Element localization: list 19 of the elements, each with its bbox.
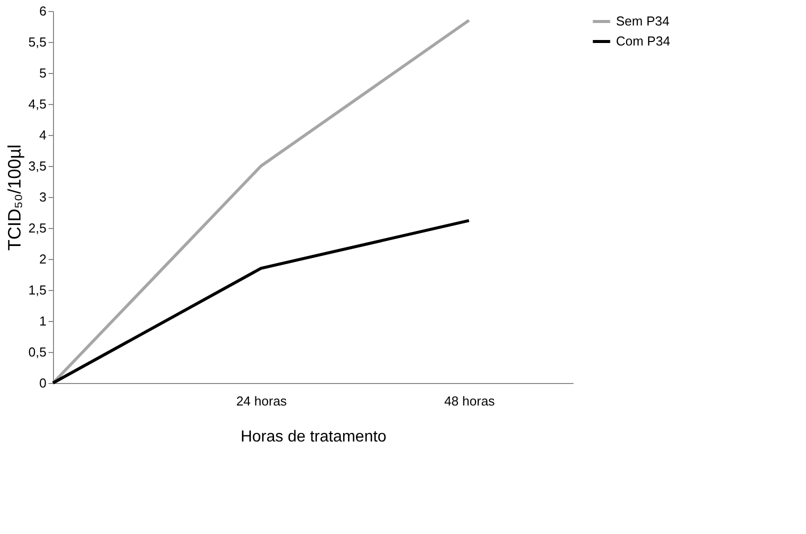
y-tick-label: 0 [39, 376, 46, 390]
y-tick-label: 0,5 [28, 344, 46, 360]
y-tick-label: 3,5 [28, 158, 46, 174]
x-tick-label: 24 horas [236, 394, 288, 408]
y-tick-label: 3 [39, 190, 46, 204]
legend-label: Sem P34 [616, 14, 670, 28]
y-tick-label: 5,5 [28, 34, 46, 50]
x-axis-title: Horas de tratamento [240, 428, 387, 446]
legend-label: Com P34 [616, 34, 670, 48]
y-tick-label: 4 [39, 128, 46, 142]
y-tick-label: 2,5 [28, 220, 46, 236]
x-tick-label: 48 horas [444, 394, 496, 408]
y-tick-label: 1 [39, 314, 46, 328]
y-tick-label: 6 [39, 4, 46, 18]
y-axis-title: TCID₅₀/100µl [4, 144, 24, 251]
y-tick-label: 4,5 [28, 96, 46, 112]
y-tick-label: 1,5 [28, 282, 46, 298]
y-tick-label: 5 [39, 66, 46, 80]
y-tick-label: 2 [39, 252, 46, 266]
